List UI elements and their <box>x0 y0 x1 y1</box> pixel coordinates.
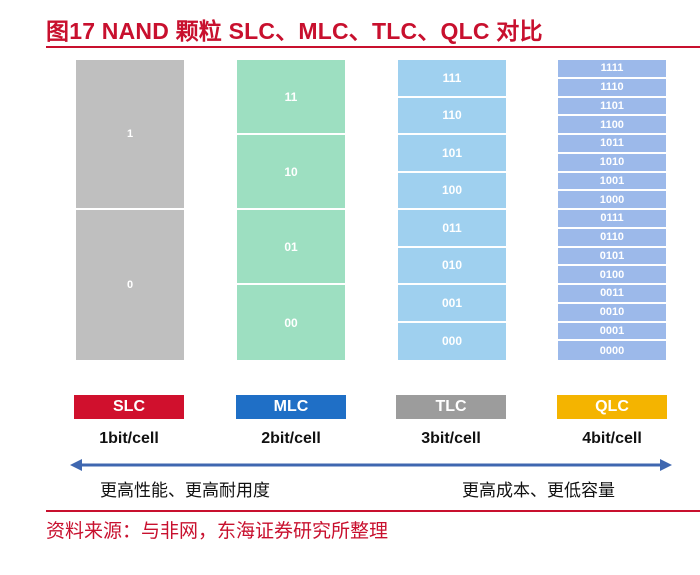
bits-per-cell-label: 2bit/cell <box>261 430 321 447</box>
type-badge-slc: SLC <box>74 395 184 419</box>
state-cell: 1111 <box>558 60 666 77</box>
column-qlc: 1111 1110 1101 1100 1011 1010 1001 1000 0111 0110… <box>558 60 666 360</box>
state-cell: 011 <box>398 210 506 246</box>
state-cell: 1000 <box>558 191 666 208</box>
state-cell: 1100 <box>558 116 666 133</box>
double-arrow-axis <box>70 459 672 471</box>
type-badge-tlc: TLC <box>396 395 506 419</box>
state-cell: 01 <box>237 210 345 283</box>
state-cell: 0000 <box>558 341 666 360</box>
state-cell: 1 <box>76 60 184 208</box>
state-cell: 10 <box>237 135 345 208</box>
state-cell: 100 <box>398 172 506 208</box>
state-cell: 101 <box>398 135 506 171</box>
state-cell: 0110 <box>558 228 666 246</box>
column-mlc: 11 10 01 00 <box>237 60 345 360</box>
state-cell: 0010 <box>558 303 666 321</box>
state-cell: 110 <box>398 97 506 133</box>
state-cell: 0111 <box>558 210 666 227</box>
state-cell: 1101 <box>558 97 666 115</box>
figure-title: 图17 NAND 颗粒 SLC、MLC、TLC、QLC 对比 <box>46 18 543 44</box>
state-cell: 0 <box>76 210 184 360</box>
state-cell: 010 <box>398 247 506 283</box>
axis-left-label: 更高性能、更高耐用度 <box>100 481 270 501</box>
state-cell: 0001 <box>558 322 666 340</box>
state-cell: 1110 <box>558 78 666 96</box>
state-cell: 11 <box>237 60 345 133</box>
state-cell: 001 <box>398 285 506 321</box>
state-cell: 0100 <box>558 266 666 283</box>
state-cell: 111 <box>398 60 506 96</box>
state-cell: 0101 <box>558 247 666 265</box>
axis-right-label: 更高成本、更低容量 <box>462 481 615 501</box>
title-divider <box>46 46 700 48</box>
source-note: 资料来源：与非网，东海证券研究所整理 <box>46 520 389 542</box>
state-cell: 1011 <box>558 135 666 152</box>
state-cell: 1010 <box>558 153 666 171</box>
bits-per-cell-label: 4bit/cell <box>582 430 642 447</box>
state-cell: 0011 <box>558 285 666 302</box>
source-divider <box>46 510 700 512</box>
bits-per-cell-label: 3bit/cell <box>421 430 481 447</box>
state-cell: 1001 <box>558 172 666 190</box>
column-tlc: 111 110 101 100 011 010 001 000 <box>398 60 506 360</box>
type-badge-qlc: QLC <box>557 395 667 419</box>
state-cell: 00 <box>237 285 345 360</box>
state-cell: 000 <box>398 322 506 360</box>
type-badge-mlc: MLC <box>236 395 346 419</box>
bits-per-cell-label: 1bit/cell <box>99 430 159 447</box>
